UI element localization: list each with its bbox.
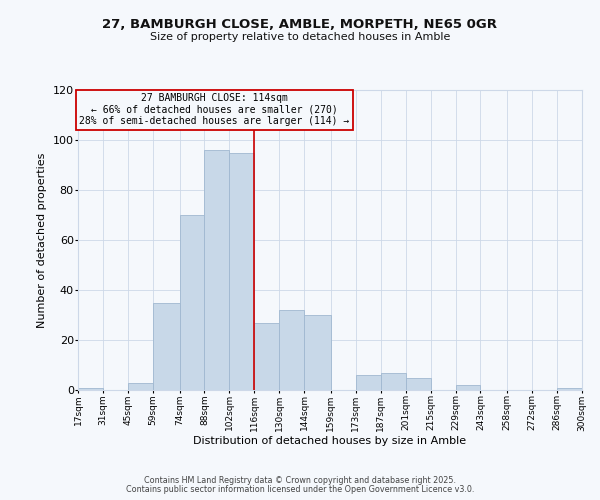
- Text: Contains public sector information licensed under the Open Government Licence v3: Contains public sector information licen…: [126, 485, 474, 494]
- Bar: [381, 372, 406, 390]
- Bar: [153, 302, 179, 390]
- Bar: [279, 310, 304, 390]
- Text: 27 BAMBURGH CLOSE: 114sqm
← 66% of detached houses are smaller (270)
28% of semi: 27 BAMBURGH CLOSE: 114sqm ← 66% of detac…: [79, 93, 349, 126]
- Bar: [304, 315, 331, 390]
- X-axis label: Distribution of detached houses by size in Amble: Distribution of detached houses by size …: [193, 436, 467, 446]
- Text: Size of property relative to detached houses in Amble: Size of property relative to detached ho…: [150, 32, 450, 42]
- Bar: [128, 382, 153, 390]
- Bar: [179, 215, 205, 390]
- Bar: [356, 375, 381, 390]
- Bar: [229, 152, 254, 390]
- Bar: [205, 150, 229, 390]
- Text: Contains HM Land Registry data © Crown copyright and database right 2025.: Contains HM Land Registry data © Crown c…: [144, 476, 456, 485]
- Bar: [406, 378, 431, 390]
- Y-axis label: Number of detached properties: Number of detached properties: [37, 152, 47, 328]
- Bar: [557, 388, 582, 390]
- Bar: [254, 322, 279, 390]
- Text: 27, BAMBURGH CLOSE, AMBLE, MORPETH, NE65 0GR: 27, BAMBURGH CLOSE, AMBLE, MORPETH, NE65…: [103, 18, 497, 30]
- Bar: [455, 385, 481, 390]
- Bar: [78, 388, 103, 390]
